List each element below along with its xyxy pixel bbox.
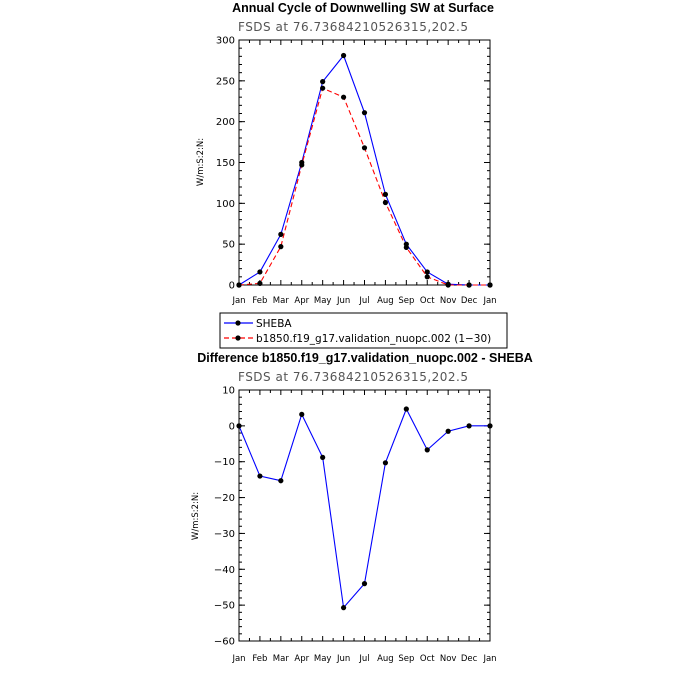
y-tick-label: 100 <box>216 199 235 210</box>
data-point-1 <box>278 244 284 250</box>
data-point-1 <box>466 282 472 288</box>
series-line-0 <box>238 54 490 286</box>
series-line-1 <box>238 87 490 286</box>
x-tick-label: Jan <box>231 296 245 306</box>
legend-marker-model <box>235 335 241 341</box>
x-tick-label: Dec <box>461 654 478 664</box>
data-point-0 <box>320 454 326 461</box>
y-tick-label: −50 <box>214 601 235 612</box>
y-tick-label: 250 <box>216 76 235 87</box>
series-marks <box>236 52 493 288</box>
data-point-1 <box>320 85 326 91</box>
x-tick-label: Mar <box>273 654 290 664</box>
x-tick-label: Oct <box>420 654 435 664</box>
x-tick-label: Aug <box>377 654 394 664</box>
data-point-1 <box>340 94 347 100</box>
y-axis-label: W/m:S:2:N: <box>191 492 201 540</box>
x-tick-label: Feb <box>252 654 267 664</box>
data-point-0 <box>257 269 263 275</box>
data-point-0 <box>340 52 347 59</box>
data-point-1 <box>445 282 451 288</box>
x-tick-label: Mar <box>273 296 290 306</box>
plot-frame <box>238 389 491 642</box>
y-tick-label: 300 <box>216 36 235 47</box>
y-tick-label: −10 <box>214 457 235 468</box>
data-point-1 <box>257 280 263 286</box>
data-point-1 <box>424 274 430 280</box>
data-point-0 <box>487 423 493 429</box>
chart-title: Annual Cycle of Downwelling SW at Surfac… <box>232 1 494 15</box>
data-point-0 <box>278 231 284 237</box>
series-line-0 <box>238 407 490 609</box>
y-tick-label: 50 <box>222 240 235 251</box>
x-tick-label: Nov <box>440 296 457 306</box>
chart-subtitle: FSDS at 76.73684210526315,202.5 <box>238 370 469 384</box>
data-point-0 <box>382 460 389 466</box>
x-tick-label: Apr <box>294 654 309 664</box>
x-tick-label: Oct <box>420 296 435 306</box>
data-point-0 <box>382 191 389 197</box>
legend-marker-sheba <box>235 320 241 326</box>
x-tick-label: Jun <box>336 654 350 664</box>
data-point-1 <box>361 145 368 151</box>
data-point-0 <box>424 447 430 453</box>
x-tick-label: Aug <box>377 296 394 306</box>
x-tick-label: Jan <box>482 296 496 306</box>
y-tick-label: 0 <box>229 281 235 292</box>
x-tick-label: Jul <box>358 296 369 306</box>
x-tick-label: Apr <box>294 296 309 306</box>
axis-ticks: Jan Feb Mar Apr May Jun Jul Aug Sep Oct Nov Dec Jan −… <box>214 386 497 665</box>
y-tick-label: 200 <box>216 117 235 128</box>
y-tick-label: −60 <box>214 637 235 648</box>
y-tick-label: −20 <box>214 493 235 504</box>
data-point-1 <box>487 282 493 288</box>
data-point-1 <box>299 162 305 168</box>
y-tick-label: −30 <box>214 529 235 540</box>
difference-chart: Difference b1850.f19_g17.validation_nuop… <box>191 351 533 664</box>
data-point-0 <box>320 79 326 85</box>
data-point-0 <box>236 423 242 429</box>
legend-label-model: b1850.f19_g17.validation_nuopc.002 (1−30… <box>256 333 491 345</box>
x-tick-label: Sep <box>398 654 414 664</box>
x-tick-label: Sep <box>398 296 414 306</box>
x-tick-label: Jul <box>358 654 369 664</box>
y-tick-label: −40 <box>214 565 235 576</box>
x-tick-label: May <box>314 296 332 306</box>
y-tick-label: 0 <box>229 421 235 432</box>
legend: SHEBA b1850.f19_g17.validation_nuopc.002… <box>219 312 508 349</box>
y-tick-label: 150 <box>216 158 235 169</box>
data-point-0 <box>361 110 368 116</box>
axis-ticks: Jan Feb Mar Apr May Jun Jul Aug Sep Oct Nov Dec Jan 0… <box>216 36 497 307</box>
data-point-1 <box>403 244 409 251</box>
data-point-0 <box>403 406 409 412</box>
data-point-1 <box>236 282 242 288</box>
data-point-0 <box>299 411 305 417</box>
data-point-0 <box>445 428 451 434</box>
data-point-0 <box>361 581 368 587</box>
chart-title: Difference b1850.f19_g17.validation_nuop… <box>197 351 533 365</box>
data-point-0 <box>340 605 347 611</box>
x-tick-label: Feb <box>252 296 267 306</box>
legend-box <box>219 312 508 349</box>
data-point-0 <box>257 473 263 479</box>
x-tick-label: Jan <box>482 654 496 664</box>
annual-cycle-chart: Annual Cycle of Downwelling SW at Surfac… <box>196 1 497 306</box>
chart-subtitle: FSDS at 76.73684210526315,202.5 <box>238 20 469 34</box>
legend-label-sheba: SHEBA <box>256 318 292 330</box>
plot-frame <box>238 39 491 286</box>
series-marks <box>236 406 493 611</box>
data-point-1 <box>382 199 389 206</box>
x-tick-label: Nov <box>440 654 457 664</box>
x-tick-label: Jan <box>231 654 245 664</box>
x-tick-label: Dec <box>461 296 478 306</box>
y-axis-label: W/m:S:2:N: <box>196 138 206 186</box>
data-point-0 <box>466 423 472 429</box>
y-tick-label: 10 <box>222 386 235 397</box>
data-point-0 <box>424 269 430 275</box>
data-point-0 <box>278 478 284 484</box>
x-tick-label: Jun <box>336 296 350 306</box>
x-tick-label: May <box>314 654 332 664</box>
